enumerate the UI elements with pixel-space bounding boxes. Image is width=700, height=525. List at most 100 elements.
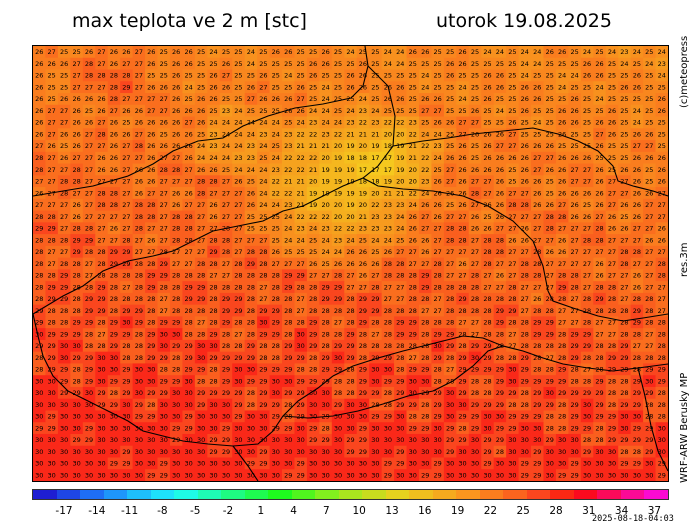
temperature-value: 29 [172,377,180,385]
temperature-cell [369,175,383,188]
temperature-value: 27 [521,248,529,256]
temperature-cell [618,140,632,153]
temperature-value: 27 [471,248,479,256]
temperature-value: 28 [446,295,454,303]
temperature-cell [568,104,582,117]
temperature-value: 26 [172,95,180,103]
temperature-cell [57,140,71,153]
temperature-value: 26 [247,189,255,197]
temperature-value: 25 [458,72,466,80]
temperature-value: 28 [570,272,578,280]
temperature-cell [418,140,432,153]
temperature-value: 29 [645,436,653,444]
temperature-value: 29 [508,424,516,432]
temperature-value: 28 [633,354,641,362]
temperature-value: 28 [396,260,404,268]
temperature-value: 28 [309,307,317,315]
temperature-cell [593,187,607,200]
temperature-cell [506,175,519,188]
temperature-cell [169,57,183,70]
temperature-cell [643,175,656,188]
temperature-value: 27 [160,95,168,103]
temperature-value: 29 [160,260,168,268]
temperature-value: 29 [359,295,367,303]
temperature-cell [282,163,295,176]
temperature-cell [219,93,233,106]
temperature-cell [493,57,507,70]
temperature-cell [568,46,582,59]
temperature-value: 29 [284,366,292,374]
temperature-cell [269,187,283,200]
temperature-value: 30 [147,366,155,374]
temperature-value: 28 [35,248,43,256]
temperature-value: 29 [483,401,491,409]
temperature-value: 26 [259,95,267,103]
temperature-cell [630,46,644,59]
temperature-value: 27 [446,248,454,256]
temperature-value: 25 [620,213,628,221]
temperature-value: 28 [85,248,93,256]
temperature-value: 27 [259,236,267,244]
temperature-cell [331,69,345,82]
temperature-cell [194,163,208,176]
temperature-value: 26 [595,178,603,186]
temperature-cell [306,81,320,94]
temperature-value: 29 [197,401,205,409]
temperature-value: 26 [508,154,516,162]
temperature-cell [381,151,395,164]
temperature-value: 29 [409,366,417,374]
temperature-cell [555,104,569,117]
temperature-value: 25 [446,201,454,209]
temperature-value: 26 [122,48,130,56]
temperature-value: 17 [371,154,379,162]
temperature-value: 27 [85,213,93,221]
temperature-value: 27 [633,236,641,244]
temperature-value: 27 [521,213,529,221]
color-scale-tick-label: 13 [385,505,399,517]
temperature-value: 28 [359,342,367,350]
temperature-cell [232,46,246,59]
temperature-value: 24 [234,130,242,138]
temperature-value: 25 [583,142,591,150]
temperature-cell [493,116,507,129]
temperature-cell [70,163,84,176]
temperature-value: 30 [446,460,454,468]
temperature-value: 30 [35,413,43,421]
temperature-value: 25 [645,83,653,91]
temperature-cell [70,198,84,211]
temperature-value: 28 [421,401,429,409]
temperature-value: 28 [197,272,205,280]
temperature-cell [257,175,270,188]
temperature-value: 30 [346,460,354,468]
temperature-cell [57,175,71,188]
temperature-value: 27 [658,248,666,256]
temperature-value: 27 [60,119,68,127]
temperature-value: 27 [508,142,516,150]
temperature-value: 30 [72,401,80,409]
temperature-value: 25 [496,95,504,103]
temperature-cell [33,128,46,141]
temperature-cell [232,57,246,70]
temperature-cell [57,128,71,141]
temperature-value: 27 [409,354,417,362]
temperature-value: 24 [421,72,429,80]
temperature-value: 25 [558,95,566,103]
temperature-value: 30 [60,436,68,444]
temperature-value: 27 [620,295,628,303]
temperature-value: 24 [297,236,305,244]
temperature-cell [219,81,233,94]
temperature-value: 26 [595,72,603,80]
temperature-value: 28 [558,213,566,221]
temperature-value: 26 [97,95,105,103]
temperature-value: 29 [172,342,180,350]
temperature-value: 25 [384,107,392,115]
temperature-value: 25 [297,72,305,80]
temperature-value: 25 [160,72,168,80]
temperature-value: 29 [496,424,504,432]
temperature-value: 27 [209,189,217,197]
temperature-value: 29 [234,307,242,315]
temperature-value: 29 [60,330,68,338]
temperature-value: 29 [272,401,280,409]
temperature-value: 28 [147,213,155,221]
temperature-cell [456,175,470,188]
